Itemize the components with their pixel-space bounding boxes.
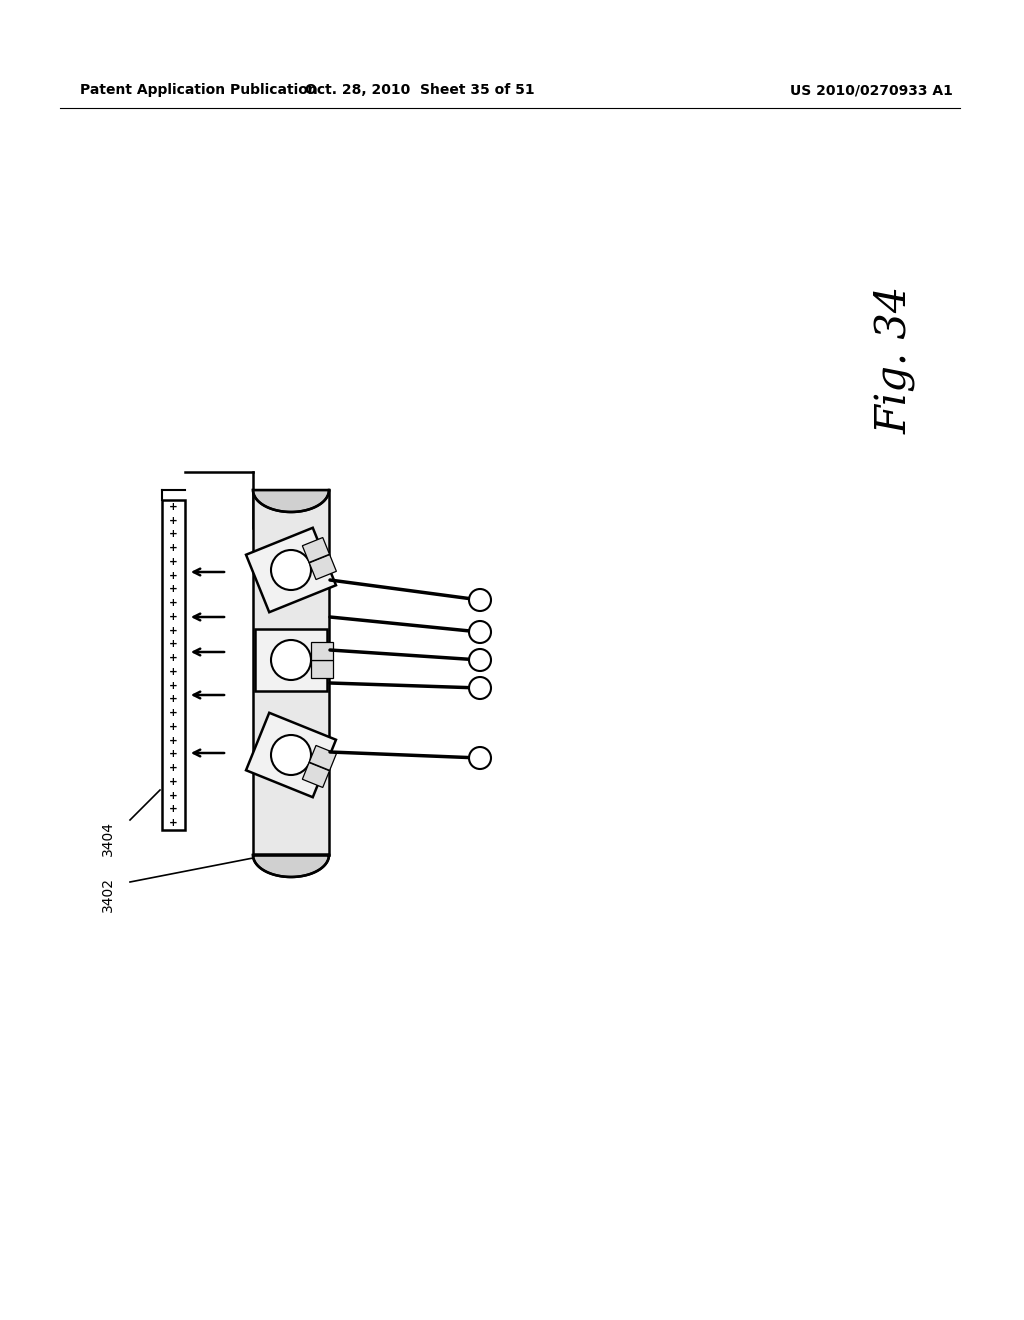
Polygon shape <box>253 490 329 512</box>
Text: +: + <box>169 612 178 622</box>
Text: +: + <box>169 557 178 566</box>
Text: +: + <box>169 626 178 636</box>
Text: +: + <box>169 598 178 609</box>
Polygon shape <box>253 490 329 855</box>
Text: +: + <box>169 722 178 731</box>
Text: +: + <box>169 543 178 553</box>
Polygon shape <box>309 746 337 771</box>
Text: 3404: 3404 <box>101 821 115 855</box>
Text: +: + <box>169 639 178 649</box>
Text: Oct. 28, 2010  Sheet 35 of 51: Oct. 28, 2010 Sheet 35 of 51 <box>305 83 535 96</box>
Polygon shape <box>310 660 333 678</box>
Circle shape <box>469 677 490 700</box>
Text: +: + <box>169 516 178 525</box>
Text: +: + <box>169 777 178 787</box>
Circle shape <box>271 735 311 775</box>
Polygon shape <box>253 855 329 876</box>
Text: +: + <box>169 708 178 718</box>
Text: +: + <box>169 818 178 828</box>
Text: +: + <box>169 763 178 774</box>
Text: +: + <box>169 804 178 814</box>
Text: US 2010/0270933 A1: US 2010/0270933 A1 <box>790 83 953 96</box>
Polygon shape <box>246 528 336 612</box>
Text: +: + <box>169 750 178 759</box>
Text: Patent Application Publication: Patent Application Publication <box>80 83 317 96</box>
Circle shape <box>469 649 490 671</box>
Circle shape <box>271 550 311 590</box>
Text: +: + <box>169 570 178 581</box>
Text: +: + <box>169 694 178 705</box>
Text: +: + <box>169 681 178 690</box>
Polygon shape <box>310 642 333 660</box>
Circle shape <box>469 620 490 643</box>
Text: +: + <box>169 529 178 540</box>
Polygon shape <box>246 713 336 797</box>
Polygon shape <box>309 554 337 579</box>
Text: +: + <box>169 791 178 801</box>
Circle shape <box>469 747 490 770</box>
Circle shape <box>469 589 490 611</box>
Polygon shape <box>255 630 327 690</box>
Text: Fig. 34: Fig. 34 <box>874 286 916 434</box>
Text: +: + <box>169 735 178 746</box>
Polygon shape <box>302 537 330 562</box>
Text: +: + <box>169 502 178 512</box>
Text: +: + <box>169 653 178 663</box>
Text: +: + <box>169 585 178 594</box>
Text: 3402: 3402 <box>101 878 115 912</box>
Polygon shape <box>302 763 330 788</box>
Circle shape <box>271 640 311 680</box>
Text: +: + <box>169 667 178 677</box>
